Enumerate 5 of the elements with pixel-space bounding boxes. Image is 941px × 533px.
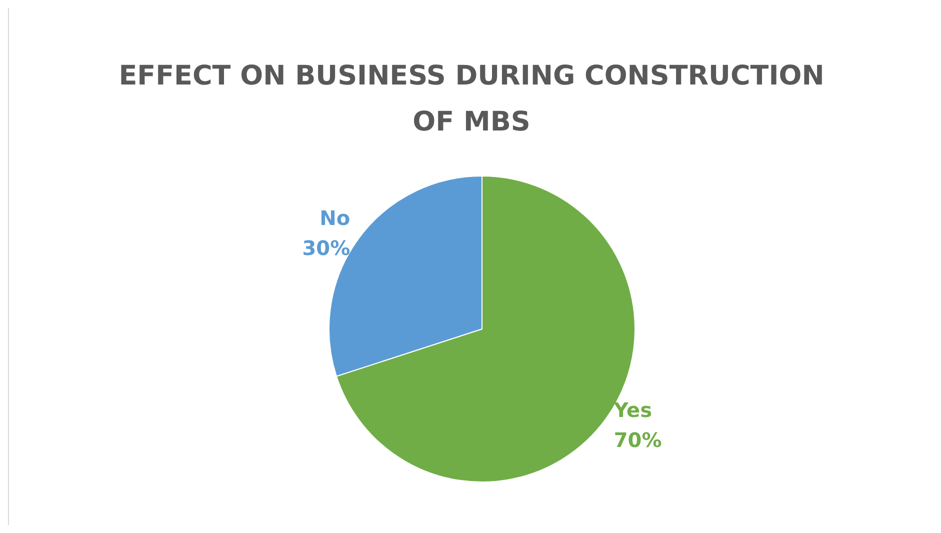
data-label: 70% [614,428,662,452]
chart-title: EFFECT ON BUSINESS DURING CONSTRUCTION OF MBS [118,60,824,138]
data-label: 30% [302,236,350,260]
slice-label: No [320,206,350,230]
slice-label: Yes [612,398,652,422]
